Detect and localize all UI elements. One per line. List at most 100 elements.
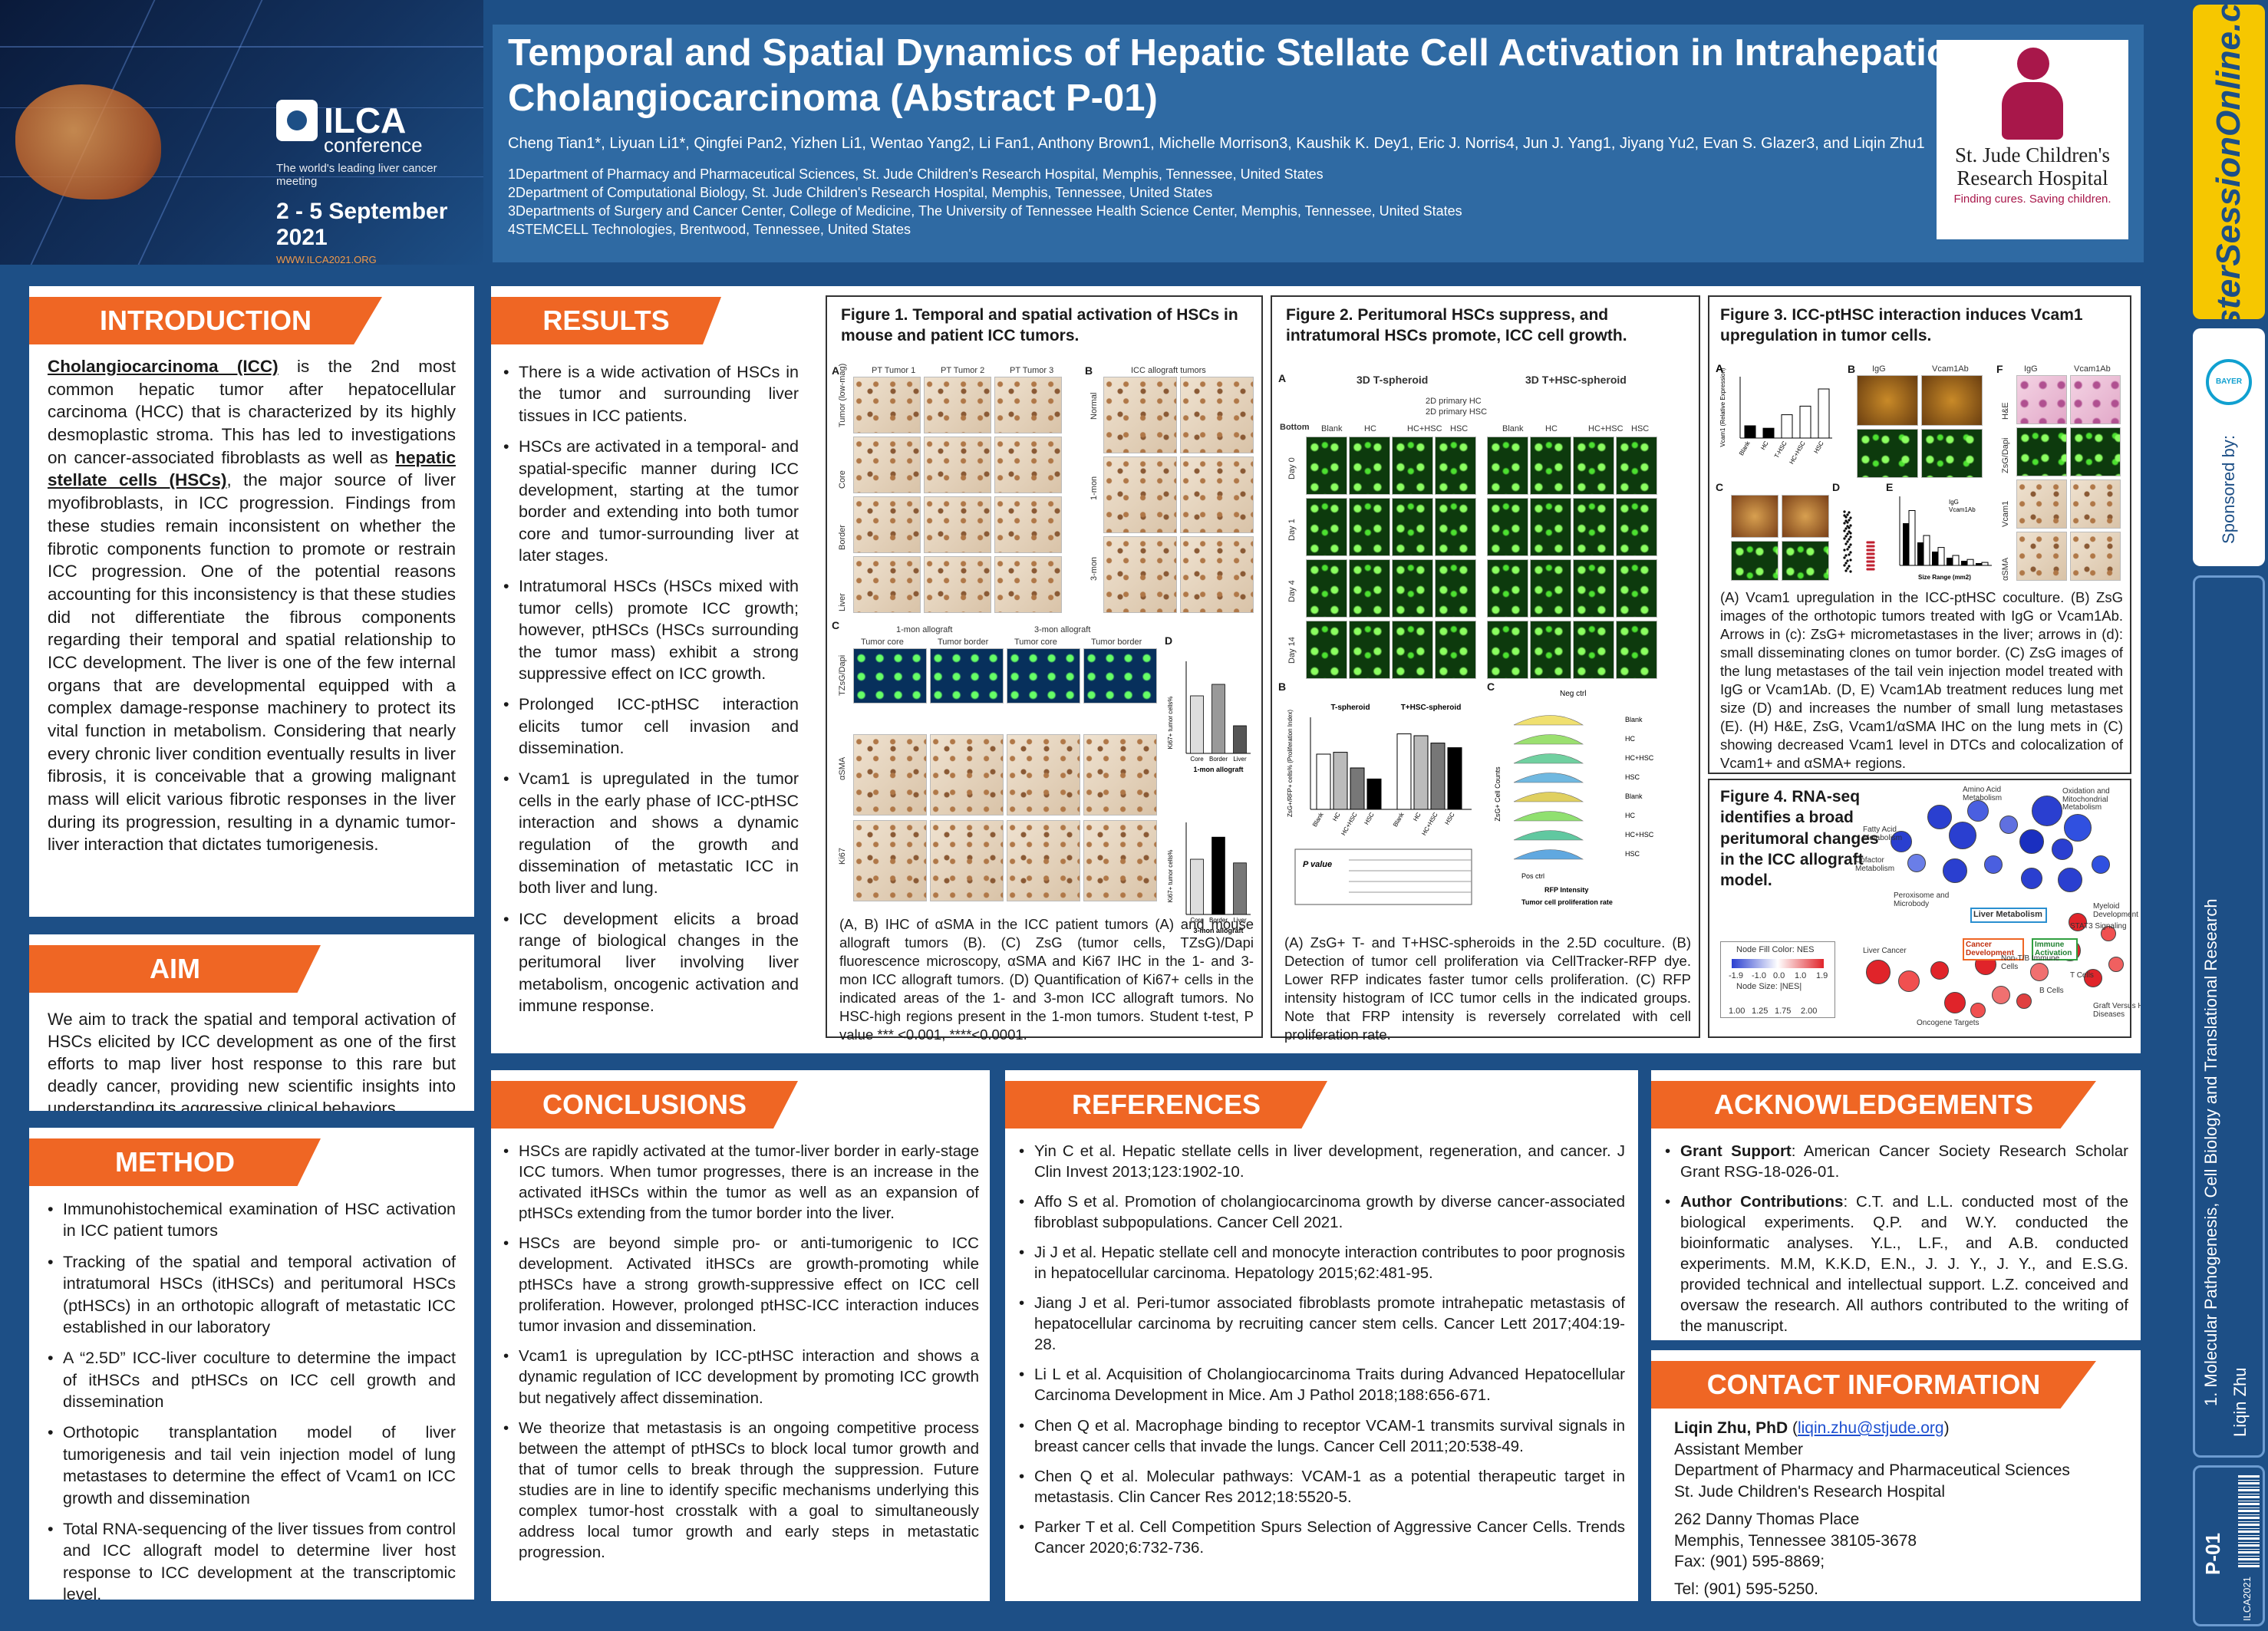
tick-label: Border bbox=[1209, 917, 1228, 924]
f1d-1mon-bar bbox=[1211, 684, 1225, 754]
row-label: Border bbox=[838, 524, 847, 550]
spheroid-image bbox=[1306, 559, 1347, 618]
poster-session-online-logo[interactable]: PosterSessionOnline.com bbox=[2193, 0, 2265, 371]
barcode-icon bbox=[2238, 1475, 2260, 1567]
conclusions-panel: CONCLUSIONS HSCs are rapidly activated a… bbox=[491, 1070, 990, 1601]
histogram-peak bbox=[1513, 792, 1584, 802]
scatter-point bbox=[1843, 510, 1846, 513]
scatter-point bbox=[1846, 548, 1849, 551]
f3a-bar bbox=[1744, 425, 1756, 439]
ihc-image bbox=[994, 437, 1062, 493]
spheroid-image bbox=[1349, 498, 1390, 556]
column-label: Blank bbox=[1321, 424, 1343, 433]
scatter-point bbox=[1848, 530, 1851, 533]
figure-2: Figure 2. Peritumoral HSCs suppress, and… bbox=[1271, 295, 1700, 1043]
f2b-bar bbox=[1333, 752, 1348, 810]
scatter-point bbox=[1872, 568, 1875, 571]
scatter-point bbox=[1844, 562, 1848, 565]
scatter-point bbox=[1849, 532, 1852, 535]
spheroid-image bbox=[1530, 559, 1571, 618]
row-label: Vcam1 bbox=[2001, 500, 2010, 527]
column-label: Tumor core bbox=[861, 638, 904, 647]
cluster-label: Myeloid Development bbox=[2093, 902, 2138, 919]
list-item: HSCs are beyond simple pro- or anti-tumo… bbox=[503, 1233, 979, 1336]
f3e-bar bbox=[1952, 555, 1960, 566]
network-node bbox=[2058, 868, 2082, 892]
f3e-bar bbox=[1966, 558, 1974, 566]
f2b-bar bbox=[1430, 743, 1446, 810]
f1d-1mon-bar bbox=[1233, 725, 1247, 754]
spheroid-image bbox=[1487, 498, 1528, 556]
row-label: Ki67 bbox=[838, 847, 847, 865]
scatter-point bbox=[1849, 516, 1852, 519]
cluster-label: Cancer Development bbox=[1963, 938, 2024, 960]
p-value-table bbox=[1294, 848, 1472, 905]
spheroid-image bbox=[1530, 498, 1571, 556]
f3e-bar bbox=[1976, 563, 1982, 565]
figure-3: Figure 3. ICC-ptHSC interaction induces … bbox=[1708, 295, 2131, 774]
figure-4-legend: Node Fill Color: NES -1.9 -1.0 0.0 1.0 1… bbox=[1720, 941, 1835, 1018]
tick-label: HSC bbox=[1443, 811, 1455, 825]
scatter-point bbox=[1848, 538, 1851, 541]
y-axis-label: ZsG+ Cell Counts bbox=[1494, 766, 1502, 822]
spheroid-image bbox=[1392, 498, 1433, 556]
tick-label: Border bbox=[1209, 756, 1228, 763]
spheroid-image bbox=[1435, 559, 1476, 618]
figure-4: Figure 4. RNA-seq identifies a broad per… bbox=[1708, 779, 2141, 1038]
tick-label: HC bbox=[1331, 811, 1342, 822]
topic-label: 1. Molecular Pathogenesis, Cell Biology … bbox=[2201, 898, 2220, 1406]
scatter-point bbox=[1844, 519, 1848, 522]
contact-email-link[interactable]: liqin.zhu@stjude.org bbox=[1797, 1419, 1944, 1437]
f3e-bar bbox=[1932, 552, 1938, 565]
ihc-image bbox=[853, 556, 921, 613]
bayer-cross-icon: BAYER bbox=[2206, 359, 2252, 405]
conclusions-list: HSCs are rapidly activated at the tumor-… bbox=[503, 1141, 979, 1572]
cluster-label: Fatty Acid Metabolism bbox=[1863, 825, 1903, 842]
method-heading: METHOD bbox=[29, 1138, 321, 1186]
list-item: Intratumoral HSCs (HSCs mixed with tumor… bbox=[503, 575, 799, 684]
ihc-image bbox=[1103, 377, 1177, 453]
spheroid-image bbox=[1435, 498, 1476, 556]
sponsor-box: BAYER Sponsored by: bbox=[2193, 328, 2265, 566]
f3a-bar bbox=[1799, 405, 1811, 439]
aim-panel: AIM We aim to track the spatial and temp… bbox=[29, 934, 474, 1111]
scatter-point bbox=[1848, 553, 1851, 556]
spheroid-image bbox=[1349, 559, 1390, 618]
row-label: Liver bbox=[838, 593, 847, 611]
scatter-point bbox=[1849, 551, 1852, 554]
cluster-label: B Cells bbox=[2039, 987, 2064, 995]
image-tile bbox=[853, 820, 927, 901]
list-item: Parker T et al. Cell Competition Spurs S… bbox=[1019, 1517, 1625, 1558]
image-tile bbox=[1083, 820, 1157, 901]
spheroid-image bbox=[1616, 559, 1657, 618]
spheroid-image bbox=[1530, 621, 1571, 679]
row-label: TZsG/Dapi bbox=[838, 654, 847, 696]
ihc-image bbox=[853, 437, 921, 493]
scatter-point bbox=[1846, 559, 1849, 562]
ihc-image bbox=[924, 496, 991, 553]
pos-ctrl-label: Pos ctrl bbox=[1521, 872, 1544, 880]
histogram-row-label: Blank bbox=[1625, 716, 1643, 723]
conference-url[interactable]: WWW.ILCA2021.ORG bbox=[276, 254, 377, 265]
f3e-bar bbox=[1923, 535, 1930, 566]
p-value-label: P value bbox=[1303, 860, 1332, 869]
row-label: ZsG/Dapi bbox=[2001, 437, 2010, 473]
spheroid-image bbox=[1392, 559, 1433, 618]
row-label: Day 14 bbox=[1287, 637, 1297, 664]
column-label: Tumor core bbox=[1014, 638, 1057, 647]
title-box: Temporal and Spatial Dynamics of Hepatic… bbox=[493, 25, 2144, 262]
f2b-bar bbox=[1366, 778, 1382, 810]
list-item: Chen Q et al. Macrophage binding to rece… bbox=[1019, 1415, 1625, 1457]
column-label: Tumor border bbox=[938, 638, 989, 647]
network-node bbox=[2064, 814, 2092, 842]
ihc-image bbox=[853, 496, 921, 553]
series-label: T+HSC-spheroid bbox=[1401, 703, 1462, 712]
ihc-image bbox=[994, 556, 1062, 613]
y-axis-label: ZsG+/RFP+ cells% (Proliferation Index) bbox=[1287, 710, 1294, 817]
results-panel: RESULTS There is a wide activation of HS… bbox=[491, 286, 2141, 1053]
introduction-heading: INTRODUCTION bbox=[29, 297, 382, 344]
scatter-point bbox=[1871, 556, 1874, 559]
spheroid-image bbox=[1573, 621, 1614, 679]
series-label: T-spheroid bbox=[1330, 703, 1370, 712]
column-label: Tumor border bbox=[1091, 638, 1142, 647]
